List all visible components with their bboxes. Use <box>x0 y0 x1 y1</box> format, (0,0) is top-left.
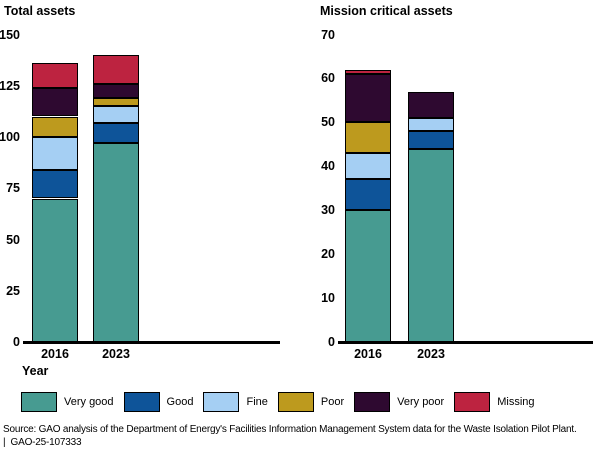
y-tick-label-25: 25 <box>6 283 20 298</box>
bar-segment-2016-good <box>32 169 78 199</box>
bar-segment-2016-poor <box>345 122 391 154</box>
legend-item-missing: Missing <box>454 392 535 412</box>
y-tick-label-125: 125 <box>0 78 20 93</box>
y-tick-label-0: 0 <box>13 335 20 349</box>
source-line-2: | GAO-25-107333 <box>3 437 82 448</box>
bar-segment-2016-very-good <box>32 198 78 342</box>
source-line-1: Source: GAO analysis of the Department o… <box>3 424 577 435</box>
y-tick-label-30: 30 <box>321 203 335 218</box>
bar-segment-2023-good <box>93 122 139 144</box>
x-axis-title-year: Year <box>22 364 49 378</box>
legend-label-fine: Fine <box>246 396 268 408</box>
chart-title-mission-critical-assets: Mission critical assets <box>320 4 453 18</box>
bar-segment-2023-poor <box>93 98 139 107</box>
legend-swatch-very-good <box>21 392 57 412</box>
chart-title-total-assets: Total assets <box>4 4 76 18</box>
legend-swatch-poor <box>277 392 314 412</box>
y-tick-label-70: 70 <box>321 27 335 42</box>
x-category-label-2023: 2023 <box>417 347 445 361</box>
bar-segment-2016-very-good <box>345 210 391 342</box>
legend-item-fine: Fine <box>203 392 268 412</box>
y-tick-label-50: 50 <box>321 115 335 130</box>
bar-segment-2023-missing <box>93 55 139 84</box>
legend-swatch-missing <box>454 392 491 412</box>
x-category-label-2016: 2016 <box>41 347 69 361</box>
bar-segment-2023-very-good <box>93 143 139 342</box>
legend-label-poor: Poor <box>320 396 345 408</box>
y-tick-label-0: 0 <box>328 335 335 349</box>
legend-label-very-good: Very good <box>64 396 114 408</box>
source-note: Source: GAO analysis of the Department o… <box>3 423 577 449</box>
bar-segment-2016-fine <box>345 153 391 180</box>
legend-label-very-poor: Very poor <box>397 396 445 408</box>
bar-segment-2016-very-poor <box>32 87 78 117</box>
y-tick-label-20: 20 <box>321 247 335 262</box>
x-category-label-2016: 2016 <box>354 347 382 361</box>
legend-item-very-poor: Very poor <box>354 392 444 412</box>
legend-item-good: Good <box>123 392 194 412</box>
bar-segment-2023-good <box>408 131 454 149</box>
bar-segment-2016-poor <box>32 116 78 137</box>
y-tick-label-100: 100 <box>0 130 20 144</box>
legend-label-good: Good <box>166 396 194 408</box>
bar-segment-2016-very-poor <box>345 74 391 123</box>
x-category-label-2023: 2023 <box>102 347 130 361</box>
bar-segment-2016-good <box>345 179 391 211</box>
y-tick-label-75: 75 <box>6 181 20 196</box>
legend-swatch-good <box>123 392 160 412</box>
bar-segment-2023-fine <box>93 106 139 123</box>
bar-segment-2016-missing <box>345 69 391 75</box>
legend-item-very-good: Very good <box>21 392 114 412</box>
legend-label-missing: Missing <box>497 396 535 408</box>
bar-segment-2016-missing <box>32 63 78 88</box>
bar-segment-2016-fine <box>32 137 78 170</box>
bar-segment-2023-very-poor <box>93 83 139 99</box>
y-tick-label-10: 10 <box>321 291 335 306</box>
y-tick-label-60: 60 <box>321 71 335 86</box>
x-axis-line <box>23 341 280 344</box>
bar-segment-2023-very-good <box>408 148 454 342</box>
legend: Very good Good Fine Poor Very poor Missing <box>21 392 535 412</box>
y-tick-label-150: 150 <box>0 27 20 42</box>
legend-swatch-very-poor <box>354 392 391 412</box>
legend-swatch-fine <box>203 392 240 412</box>
bar-segment-2023-fine <box>408 117 454 132</box>
x-axis-line <box>338 341 593 344</box>
y-tick-label-40: 40 <box>321 159 335 174</box>
bar-segment-2023-very-poor <box>408 91 454 118</box>
legend-item-poor: Poor <box>277 392 345 412</box>
y-tick-label-50: 50 <box>6 232 20 247</box>
